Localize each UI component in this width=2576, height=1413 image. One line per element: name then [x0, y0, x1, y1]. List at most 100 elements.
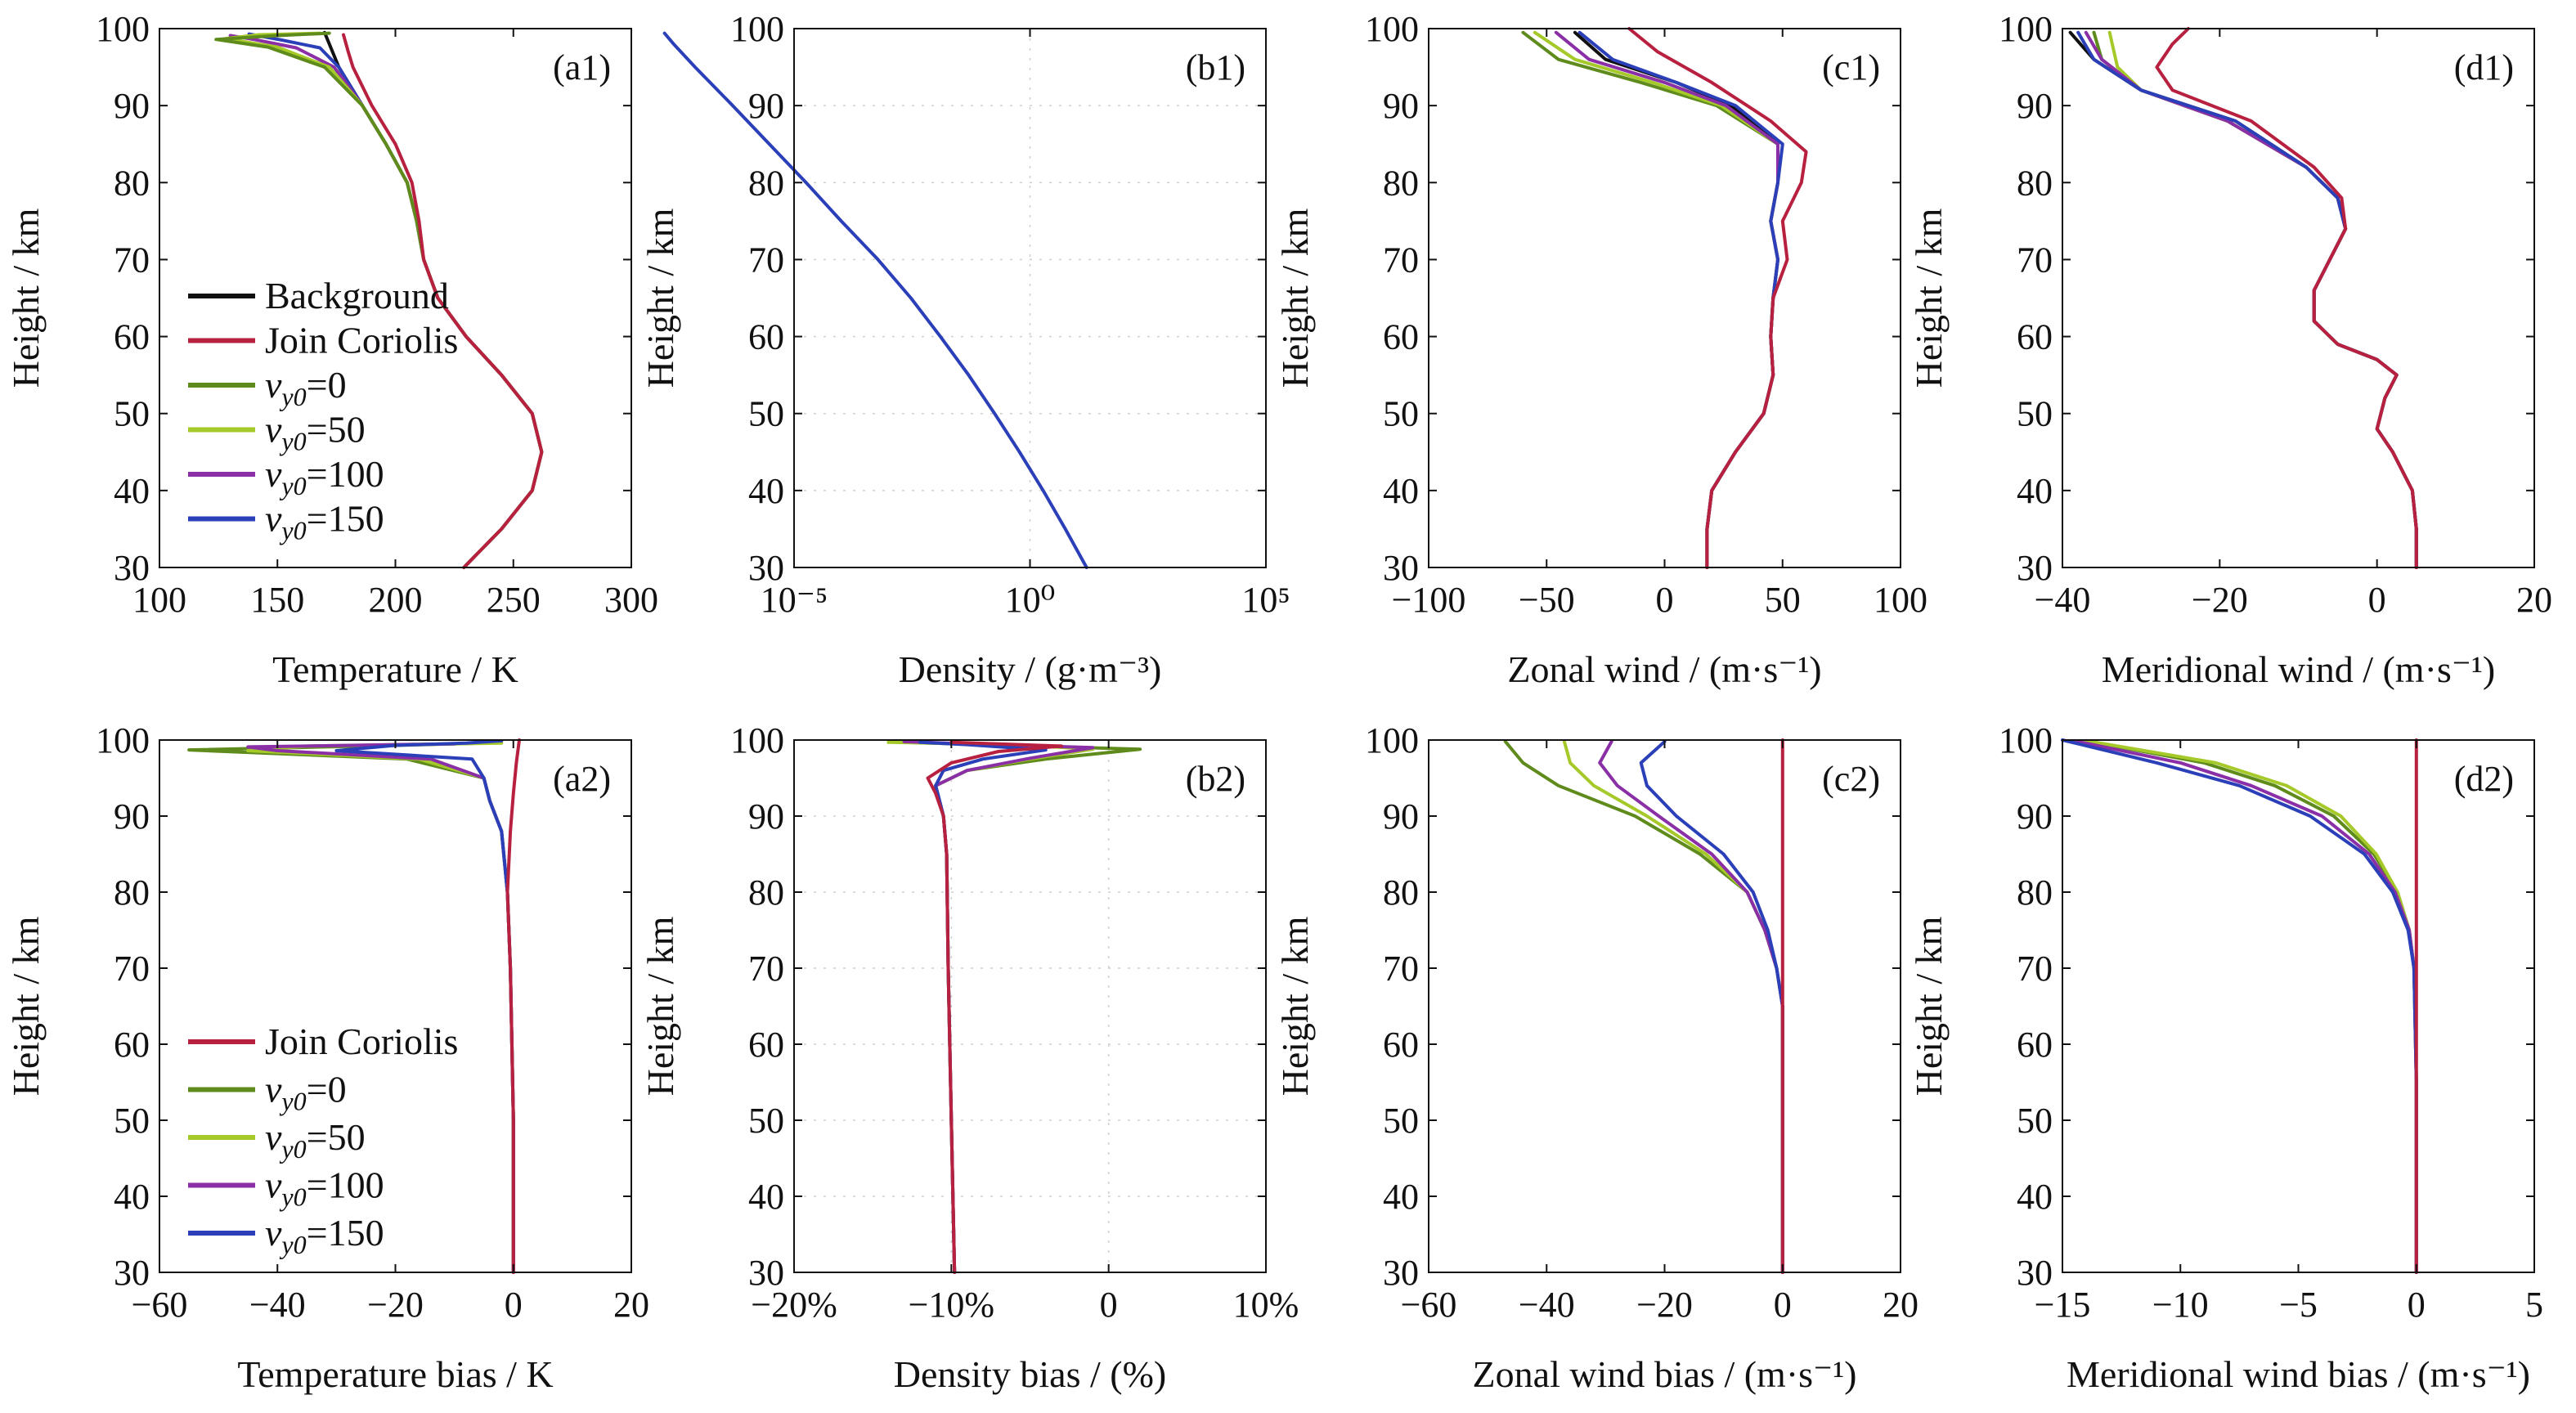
series-line-vy0-150 — [1577, 30, 1784, 569]
y-tick-label: 30 — [748, 1253, 784, 1293]
panel-b1: 10⁻⁵ 10⁰ 10⁵ 30 40 50 60 70 80 90 100 Density / (g·… — [640, 9, 1290, 690]
y-tick-label: 80 — [114, 872, 150, 913]
y-tick-label: 70 — [748, 949, 784, 989]
x-axis-label: Density bias / (%) — [894, 1353, 1166, 1395]
y-axis-label: Height / km — [1274, 916, 1316, 1096]
y-tick-label: 90 — [114, 796, 150, 837]
y-tick-label: 100 — [1365, 9, 1419, 49]
x-axis-label: Zonal wind / (m·s⁻¹) — [1507, 648, 1821, 690]
x-tick-label: 20 — [2516, 580, 2552, 620]
y-tick-label: 60 — [114, 1025, 150, 1065]
y-tick-label: 50 — [114, 394, 150, 434]
y-tick-label: 70 — [114, 240, 150, 280]
x-tick-label: 20 — [1883, 1285, 1919, 1325]
plot-frame — [1428, 28, 1901, 568]
legend-label: vy0=100 — [265, 453, 384, 500]
legend-label: Background — [265, 275, 449, 316]
y-tick-label: 60 — [2017, 317, 2053, 357]
x-tick-label: 0 — [1656, 580, 1674, 620]
y-tick-label: 70 — [748, 240, 784, 280]
y-tick-label: 50 — [1383, 1101, 1419, 1141]
x-axis-label: Temperature / K — [272, 648, 518, 690]
series-line-vy0-150 — [918, 740, 1048, 1274]
y-tick-label: 60 — [114, 317, 150, 357]
y-tick-label: 80 — [2017, 163, 2053, 203]
y-tick-label: 50 — [2017, 1101, 2053, 1141]
y-tick-label: 30 — [2017, 548, 2053, 588]
x-tick-label: 150 — [250, 580, 304, 620]
x-tick-label: −40 — [1519, 1285, 1575, 1325]
y-tick-label: 90 — [748, 86, 784, 126]
series-line-background — [2068, 30, 2418, 569]
y-tick-label: 70 — [2017, 949, 2053, 989]
x-tick-label: 50 — [1765, 580, 1801, 620]
panel-b2: −20% −10% 0 10% 30 40 50 60 70 80 90 100 Density bia… — [640, 720, 1299, 1395]
panel-label: (d1) — [2454, 47, 2514, 87]
x-tick-label: −60 — [132, 1285, 188, 1325]
y-tick-label: 40 — [2017, 471, 2053, 511]
y-tick-label: 60 — [748, 1025, 784, 1065]
y-tick-label: 100 — [1365, 720, 1419, 760]
y-tick-label: 70 — [114, 949, 150, 989]
y-tick-label: 90 — [2017, 86, 2053, 126]
series-line-vy0-150 — [2076, 30, 2418, 569]
y-axis-label: Height / km — [5, 916, 47, 1096]
x-tick-label: 0 — [1774, 1285, 1792, 1325]
series-line-join-coriolis — [2155, 27, 2418, 569]
x-tick-label: 20 — [613, 1285, 649, 1325]
x-tick-label: 10⁰ — [1005, 580, 1056, 620]
y-tick-label: 80 — [1383, 872, 1419, 913]
y-tick-label: 90 — [2017, 796, 2053, 837]
series-line-vy0-50 — [886, 740, 1095, 1274]
legend-label: vy0=150 — [265, 1212, 384, 1259]
y-tick-label: 80 — [1383, 163, 1419, 203]
y-tick-label: 30 — [1383, 1253, 1419, 1293]
y-tick-label: 40 — [114, 1177, 150, 1217]
y-tick-label: 30 — [114, 548, 150, 588]
x-axis-label: Density / (g·m⁻³) — [899, 648, 1162, 690]
series-line-vy0-150 — [2061, 738, 2418, 1274]
legend-label: vy0=100 — [265, 1164, 384, 1212]
panel-label: (a2) — [553, 759, 611, 799]
legend-label: vy0=0 — [265, 1069, 347, 1116]
series-line-vy0-100 — [902, 739, 1095, 1274]
panel-d1: −40 −20 0 20 30 40 50 60 70 80 90 100 Meridional win… — [1908, 9, 2552, 690]
y-tick-label: 70 — [1383, 949, 1419, 989]
y-tick-label: 50 — [2017, 394, 2053, 434]
series-line-vy0-0 — [902, 740, 1142, 1274]
y-tick-label: 100 — [96, 720, 150, 760]
legend-label: vy0=0 — [265, 364, 347, 411]
plot-frame — [2062, 28, 2535, 568]
series-line-vy0-50 — [2084, 738, 2418, 1274]
x-tick-label: −100 — [1392, 580, 1466, 620]
x-tick-label: 200 — [369, 580, 423, 620]
x-tick-label: −20 — [2192, 580, 2248, 620]
x-tick-label: 0 — [1100, 1285, 1118, 1325]
x-tick-label: 100 — [1874, 580, 1928, 620]
y-tick-label: 100 — [1999, 720, 2053, 760]
series-line-background — [1573, 30, 1779, 569]
x-tick-label: −40 — [2035, 580, 2091, 620]
x-tick-label: 250 — [487, 580, 541, 620]
y-axis-label: Height / km — [1274, 208, 1316, 388]
x-tick-label: 10⁵ — [1241, 580, 1290, 620]
x-tick-label: 100 — [132, 580, 186, 620]
y-tick-label: 90 — [1383, 86, 1419, 126]
y-tick-label: 70 — [1383, 240, 1419, 280]
x-tick-label: −60 — [1401, 1285, 1457, 1325]
y-tick-label: 60 — [2017, 1025, 2053, 1065]
y-axis-label: Height / km — [1908, 916, 1950, 1096]
x-tick-label: 5 — [2525, 1285, 2543, 1325]
y-tick-label: 30 — [1383, 548, 1419, 588]
y-tick-label: 100 — [96, 9, 150, 49]
y-tick-label: 100 — [730, 9, 784, 49]
x-tick-label: 0 — [2408, 1285, 2426, 1325]
series-line-join-coriolis — [1627, 27, 1808, 569]
panel-label: (b1) — [1186, 47, 1245, 87]
panel-a2: −60 −40 −20 0 20 30 40 50 60 70 80 90 100 Temperature… — [5, 720, 649, 1395]
y-tick-label: 40 — [748, 471, 784, 511]
y-tick-label: 40 — [748, 1177, 784, 1217]
y-tick-label: 30 — [2017, 1253, 2053, 1293]
x-tick-label: 300 — [604, 580, 658, 620]
